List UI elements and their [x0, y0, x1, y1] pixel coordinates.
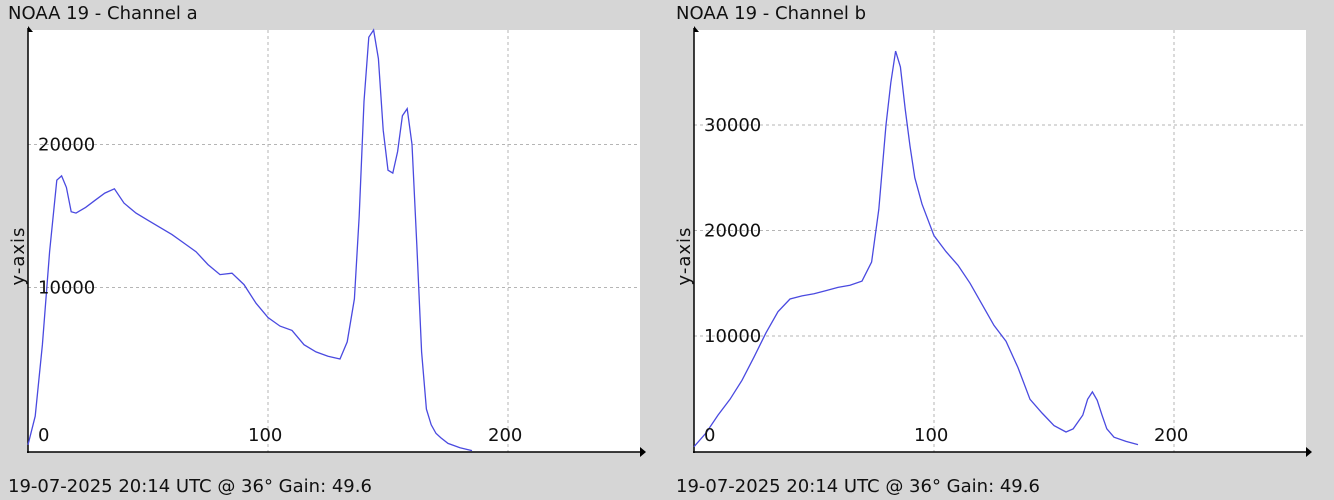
- x-axis-arrow: [640, 447, 646, 457]
- x-tick-label: 200: [488, 425, 522, 446]
- x-tick-label: 100: [248, 425, 282, 446]
- y-axis-arrow: [28, 26, 33, 32]
- x-axis-arrow: [1306, 447, 1312, 457]
- plot-area: [28, 30, 640, 452]
- y-axis-arrow: [694, 26, 699, 32]
- y-tick-label: 30000: [704, 115, 761, 136]
- series-line: [693, 50, 1139, 448]
- chart-b-title: NOAA 19 - Channel b: [676, 3, 867, 24]
- x-tick-label: 200: [1154, 425, 1188, 446]
- y-tick-label: 20000: [38, 134, 95, 155]
- chart-a-title: NOAA 19 - Channel a: [8, 3, 198, 24]
- x-tick-label: 100: [914, 425, 948, 446]
- y-axis-label: y-axis: [8, 227, 29, 286]
- y-tick-label: 10000: [38, 277, 95, 298]
- series-line: [27, 28, 473, 452]
- plot-area: [694, 30, 1306, 452]
- y-tick-label: 20000: [704, 220, 761, 241]
- y-tick-label: 10000: [704, 326, 761, 347]
- chart-b-footer: 19-07-2025 20:14 UTC @ 36° Gain: 49.6: [676, 476, 1040, 497]
- x-tick-label: 0: [38, 425, 49, 446]
- chart-a-footer: 19-07-2025 20:14 UTC @ 36° Gain: 49.6: [8, 476, 372, 497]
- y-axis-label: y-axis: [674, 227, 695, 286]
- x-tick-label: 0: [704, 425, 715, 446]
